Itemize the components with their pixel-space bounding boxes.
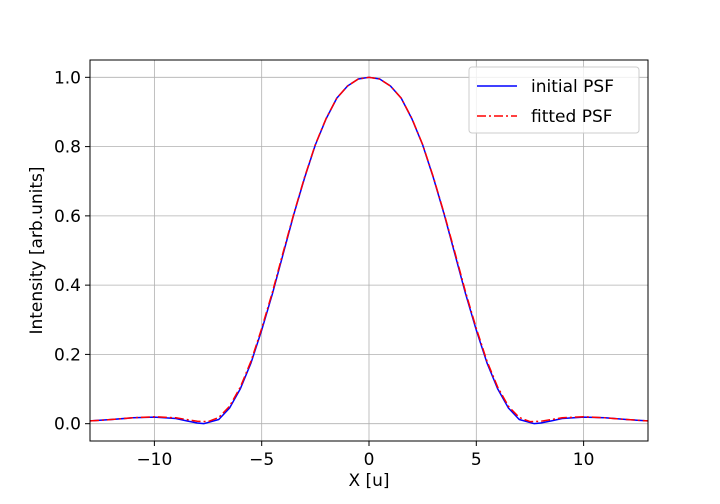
legend-label-initial-psf: initial PSF <box>531 77 614 97</box>
y-tick-label: 0.4 <box>54 276 81 296</box>
x-tick-label: 5 <box>471 450 482 470</box>
y-tick-label: 0.6 <box>54 207 81 227</box>
y-tick-label: 0.8 <box>54 138 81 158</box>
y-tick-label: 1.0 <box>54 68 81 88</box>
x-tick-label: 0 <box>364 450 375 470</box>
x-tick-label: −5 <box>249 450 274 470</box>
x-axis-label: X [u] <box>348 471 389 491</box>
series-lines <box>90 76 648 425</box>
series-line-fitted-psf <box>90 76 648 423</box>
x-tick-label: −10 <box>136 450 172 470</box>
x-tick-label: 10 <box>573 450 595 470</box>
y-tick-label: 0.0 <box>54 415 81 435</box>
axis-ticks: −10 −5 0 5 10 0.0 0.2 0.4 0.6 0.8 1.0 <box>54 68 594 470</box>
y-axis-label: Intensity [arb.units] <box>27 166 47 334</box>
legend-label-fitted-psf: fitted PSF <box>531 107 613 127</box>
legend: initial PSF fitted PSF <box>468 66 640 134</box>
y-tick-label: 0.2 <box>54 345 81 365</box>
